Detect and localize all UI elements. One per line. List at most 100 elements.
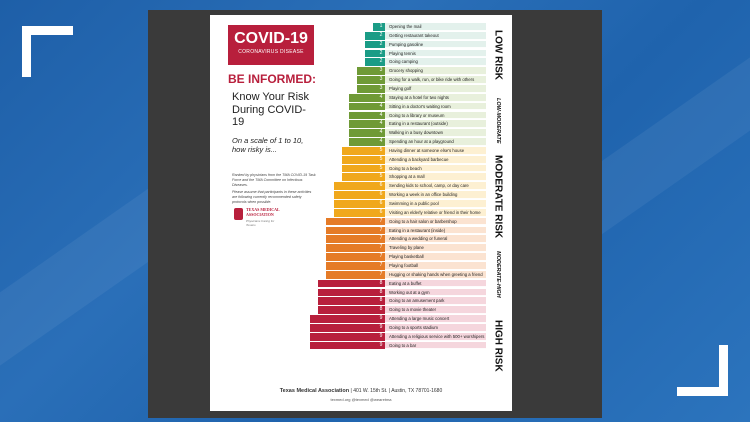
risk-number: 8 xyxy=(379,288,383,295)
activity-label: Traveling by plane xyxy=(385,244,486,253)
activity-row: 7 Hugging or shaking hands when greeting … xyxy=(210,270,512,280)
activity-label: Eating in a restaurant (outside) xyxy=(385,120,486,129)
activity-label: Staying at a hotel for two nights xyxy=(385,93,486,102)
risk-number: 9 xyxy=(379,341,383,348)
activity-label: Playing basketball xyxy=(385,253,486,261)
risk-number: 6 xyxy=(379,182,383,189)
risk-bar xyxy=(325,261,385,270)
activity-row: 9 Attending a large music concert xyxy=(210,315,512,324)
activity-row: 4 Sitting in a doctor's waiting room xyxy=(210,102,512,112)
activity-row: 2 Playing tennis xyxy=(210,49,512,59)
risk-number: 6 xyxy=(379,208,383,215)
risk-bar xyxy=(333,200,385,208)
activity-label: Working out at a gym xyxy=(385,288,486,297)
risk-bar xyxy=(341,173,385,182)
covid-title-box: COVID-19 CORONAVIRUS DISEASE xyxy=(228,25,314,65)
risk-bar xyxy=(309,341,385,350)
activity-row: 7 Playing basketball xyxy=(210,253,512,262)
risk-number: 7 xyxy=(379,235,383,242)
activity-row: 5 Going to a beach xyxy=(210,164,512,174)
activity-row: 9 Attending a religious service with 500+… xyxy=(210,332,512,342)
risk-number: 4 xyxy=(379,138,383,145)
footer-org: Texas Medical Association xyxy=(279,388,350,394)
risk-bar xyxy=(349,129,385,137)
risk-number: 5 xyxy=(379,146,383,153)
poster-footer: Texas Medical Association | 401 W. 15th … xyxy=(210,388,512,394)
risk-bar xyxy=(309,323,385,332)
activity-row: 2 Going camping xyxy=(210,58,512,67)
risk-bar xyxy=(357,76,385,84)
activity-label: Attending a large music concert xyxy=(385,315,486,323)
activity-label: Getting restaurant takeout xyxy=(385,31,486,40)
risk-bar xyxy=(341,146,385,155)
risk-bar xyxy=(365,49,385,58)
risk-number: 8 xyxy=(379,279,383,286)
risk-bar xyxy=(309,332,385,341)
risk-bar xyxy=(317,297,385,306)
activity-label: Attending a religious service with 500+ … xyxy=(385,332,486,341)
activity-row: 1 Opening the mail xyxy=(210,23,512,32)
activity-label: Attending a wedding or funeral xyxy=(385,235,486,244)
activity-row: 6 Visiting an elderly relative or friend … xyxy=(210,208,512,218)
activity-row: 2 Pumping gasoline xyxy=(210,40,512,50)
risk-number: 7 xyxy=(379,217,383,224)
risk-bar xyxy=(317,306,385,314)
activity-row: 6 Sending kids to school, camp, or day ca… xyxy=(210,182,512,191)
risk-number: 7 xyxy=(379,244,383,251)
poster-headline: Know Your Risk During COVID-19 xyxy=(232,91,310,128)
risk-number: 6 xyxy=(379,200,383,206)
risk-bar xyxy=(325,253,385,261)
corner-bracket-bottom-right xyxy=(677,345,728,396)
activity-row: 4 Going to a library or museum xyxy=(210,111,512,121)
category-moderate-risk: MODERATE RISK xyxy=(492,155,504,239)
risk-number: 5 xyxy=(379,173,383,180)
category-moderate-high: MODERATE-HIGH xyxy=(495,250,501,298)
risk-bar xyxy=(333,208,385,217)
covid-subtitle: CORONAVIRUS DISEASE xyxy=(238,49,304,55)
activity-row: 3 Going for a walk, run, or bike ride wit… xyxy=(210,76,512,85)
activity-row: 7 Eating in a restaurant (inside) xyxy=(210,226,512,236)
activity-label: Going to a hair salon or barbershop xyxy=(385,217,486,226)
risk-bar xyxy=(325,244,385,253)
activity-row: 7 Traveling by plane xyxy=(210,244,512,253)
risk-number: 9 xyxy=(379,323,383,330)
activity-row: 8 Going to a movie theater xyxy=(210,306,512,315)
risk-number: 6 xyxy=(379,191,383,198)
risk-bar xyxy=(333,191,385,199)
activity-label: Playing tennis xyxy=(385,49,486,58)
activity-row: 7 Playing football xyxy=(210,261,512,271)
risk-number: 4 xyxy=(379,102,383,109)
activity-label: Going to a movie theater xyxy=(385,306,486,314)
activity-label: Hugging or shaking hands when greeting a… xyxy=(385,270,486,279)
risk-bar xyxy=(325,270,385,279)
activity-label: Having dinner at someone else's house xyxy=(385,146,486,155)
risk-number: 7 xyxy=(379,226,383,233)
risk-number: 2 xyxy=(379,31,383,38)
activity-label: Visiting an elderly relative or friend i… xyxy=(385,208,486,217)
activity-label: Sending kids to school, camp, or day car… xyxy=(385,182,486,191)
risk-bar xyxy=(349,138,385,146)
risk-number: 3 xyxy=(379,84,383,91)
risk-bar xyxy=(349,93,385,102)
activity-row: 8 Working out at a gym xyxy=(210,288,512,298)
activity-label: Swimming in a public pool xyxy=(385,200,486,208)
activity-row: 6 Working a week in an office building xyxy=(210,191,512,200)
risk-bar xyxy=(357,67,385,76)
activity-label: Sitting in a doctor's waiting room xyxy=(385,102,486,111)
risk-number: 8 xyxy=(379,306,383,313)
activity-row: 9 Going to a bar xyxy=(210,341,512,351)
assume-note: Please assume that participants in these… xyxy=(232,190,312,204)
activity-label: Pumping gasoline xyxy=(385,40,486,49)
risk-bar xyxy=(341,155,385,164)
risk-poster: COVID-19 CORONAVIRUS DISEASE BE INFORMED… xyxy=(210,15,512,411)
activity-label: Walking in a busy downtown xyxy=(385,129,486,137)
tma-logo-mark-icon xyxy=(234,208,243,220)
risk-number: 2 xyxy=(379,49,383,56)
risk-number: 3 xyxy=(379,76,383,83)
activity-row: 8 Going to an amusement park xyxy=(210,297,512,306)
risk-number: 7 xyxy=(379,261,383,268)
activity-label: Going for a walk, run, or bike ride with… xyxy=(385,76,486,84)
activity-label: Shopping at a mall xyxy=(385,173,486,182)
tma-logo: TEXAS MEDICAL ASSOCIATION Physicians Car… xyxy=(234,206,284,228)
risk-bar xyxy=(365,40,385,49)
